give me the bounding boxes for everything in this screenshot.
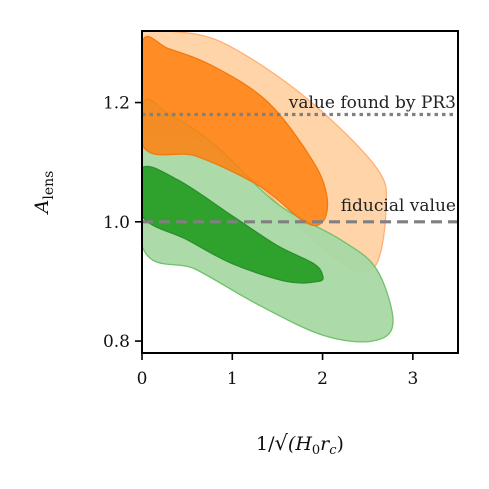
x-label-suffix: ) <box>337 433 344 455</box>
contour-layer <box>142 31 394 343</box>
sqrt-symbol: √ <box>275 431 289 455</box>
annotation-fiducial: fiducial value <box>341 196 456 216</box>
x-label-sub1: 0 <box>312 443 320 458</box>
contour-inner-2 <box>142 35 329 227</box>
plot-frame <box>141 30 459 354</box>
x-axis-ticks: 0 1 2 3 <box>137 353 418 389</box>
y-tick-label: 1.0 <box>103 213 130 233</box>
annotation-pr3: value found by PR3 <box>288 93 456 113</box>
x-label-mid: r <box>320 433 331 455</box>
x-tick-label: 2 <box>317 369 328 389</box>
y-tick-label: 1.2 <box>103 94 130 114</box>
x-axis-label: 1/√(H0rc) <box>256 431 344 458</box>
y-label-main: A <box>31 200 53 216</box>
x-tick-label: 3 <box>407 369 418 389</box>
reference-line-layer <box>142 112 458 224</box>
svg-text:Alens: Alens <box>31 171 57 216</box>
x-label-prefix: 1/ <box>256 433 275 455</box>
y-axis-ticks: 0.8 1.0 1.2 <box>103 94 142 352</box>
contour-inner-3 <box>142 165 324 284</box>
y-tick-label: 0.8 <box>103 332 130 352</box>
x-tick-label: 0 <box>137 369 148 389</box>
x-label-body: (H <box>288 433 312 455</box>
y-label-sub: lens <box>41 171 57 200</box>
x-label-sub2: c <box>329 443 337 458</box>
y-axis-label: Alens <box>31 171 57 216</box>
x-tick-label: 1 <box>227 369 238 389</box>
